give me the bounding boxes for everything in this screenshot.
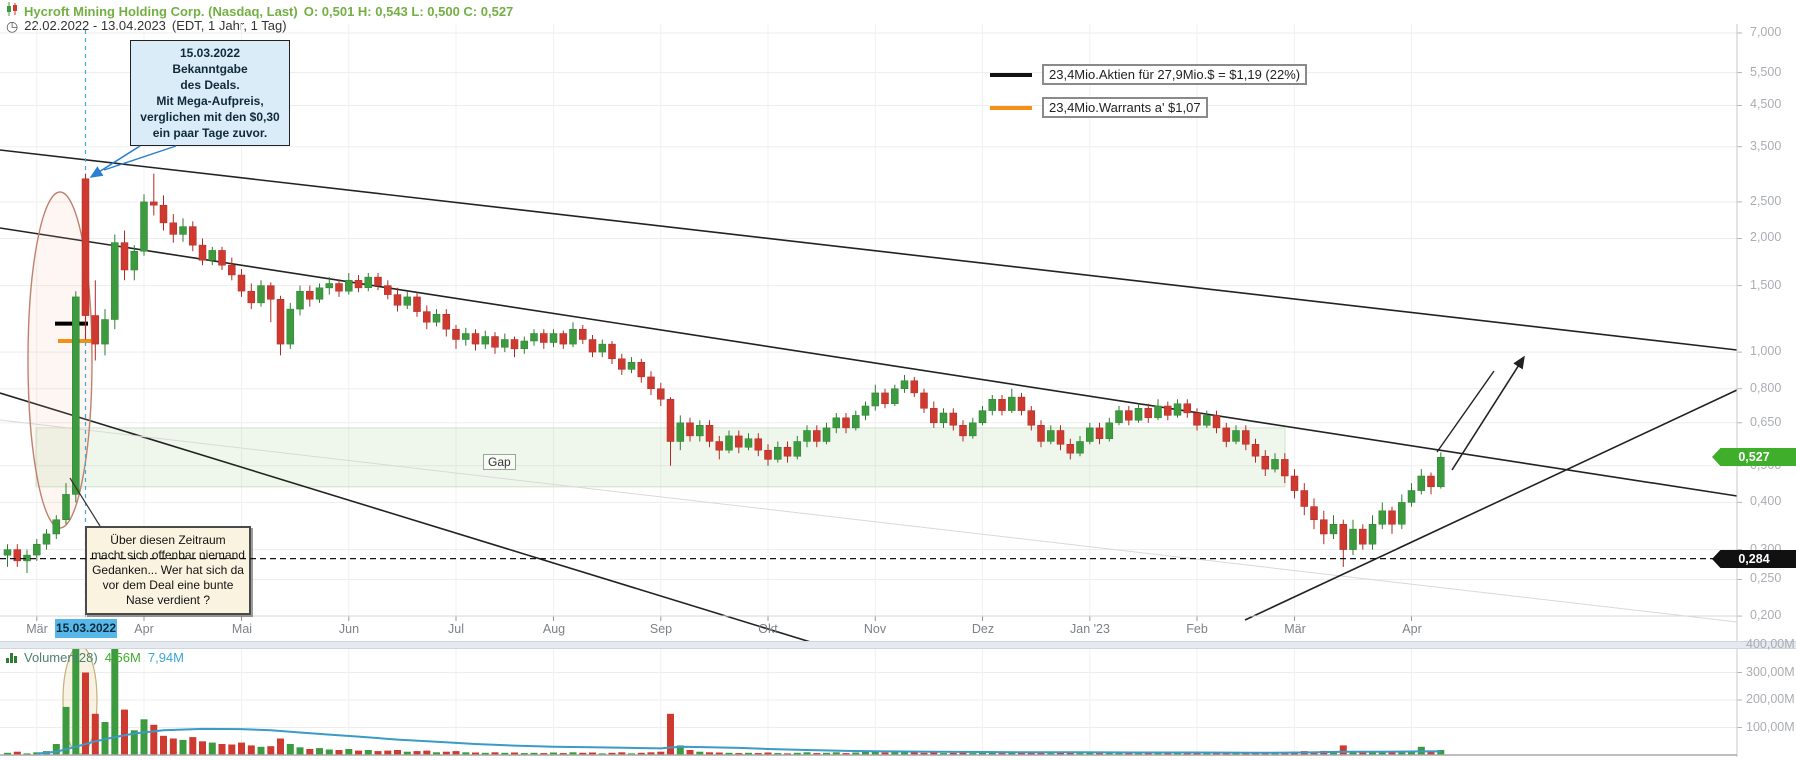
price-axis-label: 0,400: [1750, 494, 1782, 508]
legend-shares[interactable]: 23,4Mio.Aktien für 27,9Mio.$ = $1,19 (22…: [990, 64, 1308, 85]
shares-legend-label: 23,4Mio.Aktien für 27,9Mio.$ = $1,19 (22…: [1042, 64, 1308, 85]
shares-line-swatch: [990, 72, 1032, 77]
month-axis-label: Mai: [231, 622, 253, 636]
month-axis-label: Apr: [1402, 622, 1422, 636]
chart-subheader: ◷ 22.02.2022 - 13.04.2023 (EDT, 1 Jahr, …: [6, 18, 287, 33]
deal-note-line: ein paar Tage zuvor.: [152, 126, 268, 140]
clock-icon: ◷: [6, 17, 19, 34]
ohlc-values: O: 0,501 H: 0,543 L: 0,500 C: 0,527: [303, 4, 514, 19]
period-note-line: Über diesen Zeitraum: [110, 533, 226, 547]
price-axis-label: 0,800: [1750, 381, 1782, 395]
month-axis-label: Mär: [26, 622, 48, 636]
period-note-line: macht sich offenbar niemand: [91, 548, 245, 562]
pane-separator: [0, 641, 1796, 649]
date-highlight-badge[interactable]: 15.03.2022: [55, 619, 117, 638]
month-axis-label: Jun: [338, 622, 360, 636]
price-axis-label: 0,200: [1750, 608, 1782, 622]
gap-annotation-label[interactable]: Gap: [483, 454, 516, 470]
deal-note-line: verglichen mit den $0,30: [140, 110, 280, 124]
period-note-line: Gedanken... Wer hat sich da: [92, 563, 244, 577]
instrument-title: Hycroft Mining Holding Corp. (Nasdaq, La…: [24, 4, 298, 19]
price-axis-label: 0,650: [1750, 415, 1782, 429]
volume-indicator-label: Volumen(28): [24, 650, 98, 665]
last-price-badge: 0,527: [1712, 448, 1796, 466]
volume-value-blue: 7,94M: [147, 650, 184, 665]
volume-axis-label: 400,00M: [1746, 637, 1795, 651]
warrants-legend-label: 23,4Mio.Warrants a' $1,07: [1042, 97, 1208, 118]
level-price-badge: 0,284: [1712, 550, 1796, 568]
price-axis-label: 7,000: [1750, 25, 1782, 39]
volume-icon: [6, 652, 17, 663]
month-axis-label: Feb: [1186, 622, 1208, 636]
volume-axis-label: 200,00M: [1746, 692, 1795, 706]
month-axis-label: Apr: [134, 622, 154, 636]
period-annotation-box[interactable]: Über diesen Zeitraum macht sich offenbar…: [85, 526, 251, 615]
price-axis-label: 3,500: [1750, 139, 1782, 153]
volume-header: Volumen(28) 4,56M 7,94M: [6, 650, 184, 665]
chart-header: Hycroft Mining Holding Corp. (Nasdaq, La…: [6, 2, 513, 21]
volume-axis-label: 300,00M: [1746, 665, 1795, 679]
price-axis-label: 2,500: [1750, 194, 1782, 208]
deal-note-line: des Deals.: [180, 78, 240, 92]
month-axis-label: Dez: [971, 622, 995, 636]
date-range: 22.02.2022 - 13.04.2023: [24, 18, 166, 33]
price-axis-label: 1,000: [1750, 344, 1782, 358]
warrants-line-swatch: [990, 105, 1032, 110]
deal-note-line: Bekanntgabe: [172, 62, 248, 76]
period-note-line: vor dem Deal eine bunte: [102, 578, 234, 592]
timeframe: (EDT, 1 Jahr, 1 Tag): [171, 18, 287, 33]
deal-note-line: 15.03.2022: [179, 46, 241, 60]
volume-axis-label: 100,00M: [1746, 720, 1795, 734]
price-axis-label: 1,500: [1750, 278, 1782, 292]
month-axis-label: Nov: [863, 622, 887, 636]
deal-note-line: Mit Mega-Aufpreis,: [156, 94, 264, 108]
price-axis-label: 4,500: [1750, 97, 1782, 111]
price-axis-label: 0,250: [1750, 571, 1782, 585]
month-axis-label: Jul: [448, 622, 464, 636]
month-axis-label: Sep: [649, 622, 673, 636]
month-axis-label: Aug: [542, 622, 566, 636]
legend-warrants[interactable]: 23,4Mio.Warrants a' $1,07: [990, 97, 1208, 118]
candlestick-icon: [6, 2, 18, 21]
volume-value-green: 4,56M: [104, 650, 141, 665]
period-note-line: Nase verdient ?: [125, 593, 211, 607]
price-axis-label: 5,500: [1750, 65, 1782, 79]
month-axis-label: Jan '23: [1070, 622, 1110, 636]
deal-annotation-box[interactable]: 15.03.2022 Bekanntgabe des Deals. Mit Me…: [130, 40, 290, 146]
price-axis-label: 2,000: [1750, 230, 1782, 244]
month-axis-label: Mär: [1284, 622, 1306, 636]
month-axis-label: Okt: [758, 622, 778, 636]
